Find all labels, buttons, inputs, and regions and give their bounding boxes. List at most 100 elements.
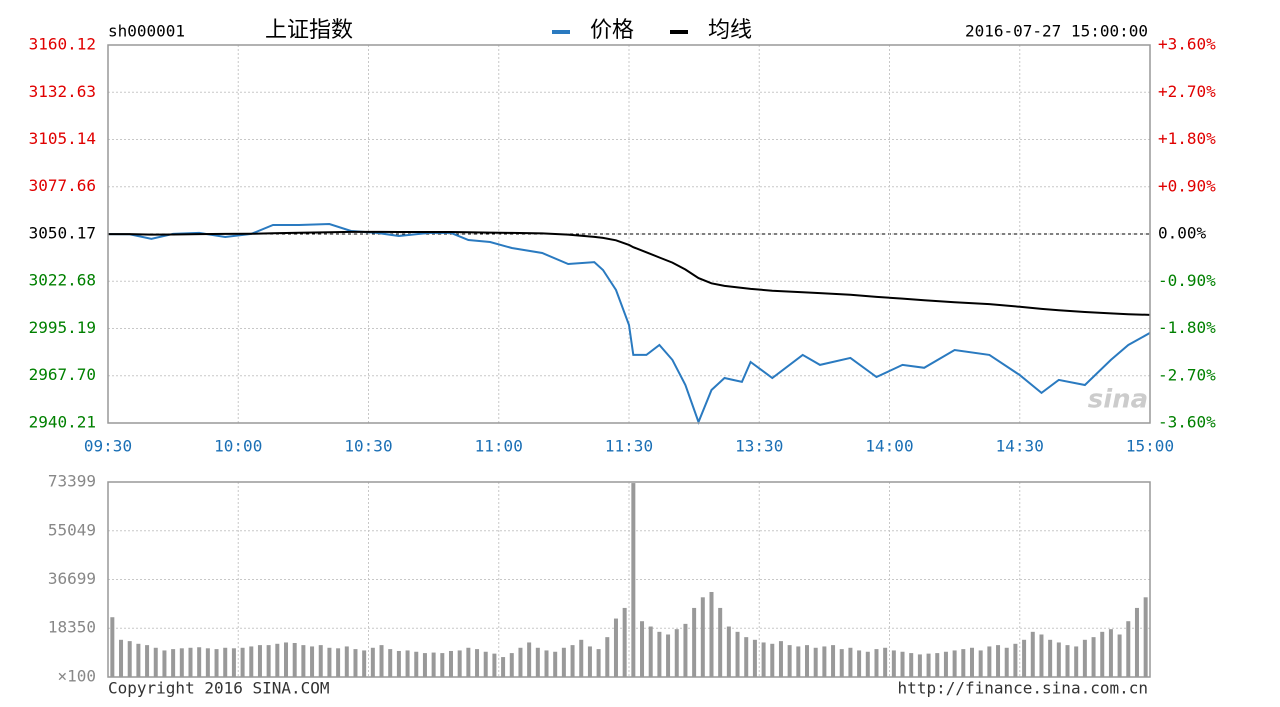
series-line <box>107 222 1151 425</box>
x-tick-label: 11:00 <box>475 437 523 456</box>
volume-bar <box>1082 639 1087 677</box>
volume-bar <box>909 653 914 677</box>
volume-bar <box>448 650 453 677</box>
y-tick-label: 3077.66 <box>29 176 96 195</box>
volume-bar <box>518 647 523 677</box>
y-tick-label: 3050.17 <box>29 223 96 242</box>
volume-bar <box>1048 639 1053 677</box>
volume-bar <box>961 649 966 677</box>
x-tick-label: 14:30 <box>996 437 1044 456</box>
volume-bar <box>987 646 992 677</box>
volume-bar <box>787 645 792 677</box>
volume-bar <box>205 648 210 677</box>
chart-title: 上证指数 <box>265 18 353 43</box>
volume-bar <box>631 483 636 677</box>
volume-bar <box>917 654 922 677</box>
y2-tick-label: -3.60% <box>1158 413 1216 432</box>
y-tick-label: 3132.63 <box>29 82 96 101</box>
volume-bar <box>1100 631 1105 677</box>
volume-bar <box>231 648 236 677</box>
volume-bar <box>770 643 775 677</box>
volume-bar <box>1117 634 1122 677</box>
volume-bar <box>1022 639 1027 677</box>
volume-bar <box>805 645 810 677</box>
volume-bar <box>683 623 688 677</box>
volume-bar <box>318 645 323 677</box>
volume-bar <box>145 645 150 677</box>
volume-bar <box>570 645 575 677</box>
volume-bar <box>796 646 801 677</box>
volume-bar <box>162 650 167 677</box>
volume-bar <box>640 621 645 677</box>
volume-bar <box>475 649 480 677</box>
volume-bar <box>561 647 566 677</box>
y-tick-label: 3160.12 <box>29 35 96 54</box>
volume-bar <box>1030 631 1035 677</box>
volume-bar <box>744 637 749 677</box>
volume-bar <box>622 607 627 677</box>
plot-border <box>107 44 1151 424</box>
volume-bar <box>440 653 445 677</box>
y2-tick-label: +1.80% <box>1158 129 1216 148</box>
volume-bar <box>874 649 879 677</box>
volume-bar <box>336 648 341 677</box>
volume-bar <box>509 653 514 677</box>
volume-bar <box>257 645 262 677</box>
legend-label: 价格 <box>590 18 634 43</box>
volume-bar <box>223 647 228 677</box>
volume-bar <box>179 648 184 677</box>
legend-label: 均线 <box>708 18 752 43</box>
volume-bar <box>813 647 818 677</box>
volume-bar <box>1143 597 1148 677</box>
volume-bar <box>249 646 254 677</box>
volume-bar <box>344 646 349 677</box>
volume-bar <box>883 647 888 677</box>
x-tick-label: 10:30 <box>344 437 392 456</box>
volume-bar <box>483 651 488 677</box>
volume-bar <box>1056 642 1061 677</box>
volume-bar <box>379 645 384 677</box>
volume-bar <box>709 591 714 677</box>
volume-bar <box>735 631 740 677</box>
volume-bar <box>127 641 132 677</box>
volume-bar <box>752 639 757 677</box>
volume-bar <box>388 649 393 677</box>
volume-bar <box>544 650 549 677</box>
y2-tick-label: -1.80% <box>1158 318 1216 337</box>
series-line <box>108 230 1151 316</box>
volume-bar <box>596 649 601 677</box>
x-tick-label: 13:30 <box>735 437 783 456</box>
volume-bar <box>310 646 315 677</box>
volume-bar <box>1091 637 1096 677</box>
volume-bar <box>266 645 271 677</box>
volume-bar <box>119 639 124 677</box>
volume-bar <box>1108 629 1113 677</box>
volume-bar <box>700 597 705 677</box>
volume-bar <box>1126 621 1131 677</box>
volume-bar <box>284 642 289 677</box>
volume-bar <box>527 642 532 677</box>
volume-bar <box>666 634 671 677</box>
volume-bar <box>553 651 558 677</box>
y-tick-label: 2967.70 <box>29 365 96 384</box>
volume-bar <box>726 626 731 677</box>
y-tick-label: ×100 <box>57 667 96 686</box>
volume-bar <box>1004 647 1009 677</box>
volume-bar <box>136 643 141 677</box>
volume-bar <box>535 647 540 677</box>
volume-bar <box>657 631 662 677</box>
volume-bar <box>761 642 766 677</box>
volume-bar <box>457 650 462 677</box>
volume-bar <box>865 651 870 677</box>
volume-bar <box>353 649 358 677</box>
volume-bar <box>718 607 723 677</box>
volume-bar <box>110 617 115 677</box>
volume-bar <box>1065 645 1070 677</box>
volume-bar <box>240 647 245 677</box>
y2-tick-label: -0.90% <box>1158 271 1216 290</box>
volume-bar <box>969 647 974 677</box>
y2-tick-label: 0.00% <box>1158 224 1207 243</box>
y2-tick-label: +2.70% <box>1158 82 1216 101</box>
